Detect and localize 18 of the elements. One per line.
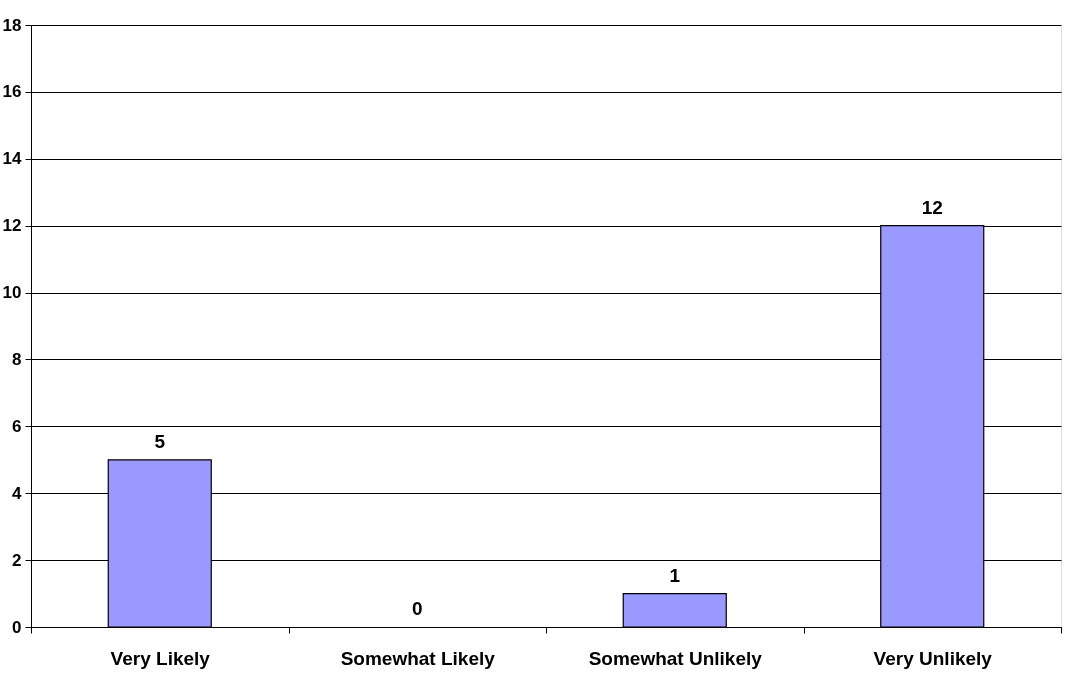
data-label: 0 — [411, 598, 423, 619]
x-tick-label: Somewhat Likely — [340, 647, 496, 669]
y-tick-label: 18 — [2, 15, 22, 35]
x-tick-label: Very Likely — [110, 647, 211, 669]
y-tick-label: 8 — [12, 349, 22, 369]
y-tick-label: 0 — [12, 617, 22, 637]
y-tick-label: 6 — [12, 416, 22, 436]
y-tick-label: 10 — [2, 283, 22, 303]
data-label: 1 — [669, 564, 681, 586]
y-tick-label: 4 — [12, 483, 23, 503]
data-label: 12 — [921, 196, 943, 218]
y-tick-label: 2 — [12, 550, 22, 570]
y-tick-label: 16 — [2, 82, 22, 102]
x-tick-label: Very Unlikely — [873, 647, 993, 669]
y-tick-label: 12 — [2, 216, 22, 236]
data-label: 5 — [154, 430, 166, 452]
y-tick-label: 14 — [2, 149, 23, 169]
x-tick-label: Somewhat Unlikely — [588, 647, 763, 669]
